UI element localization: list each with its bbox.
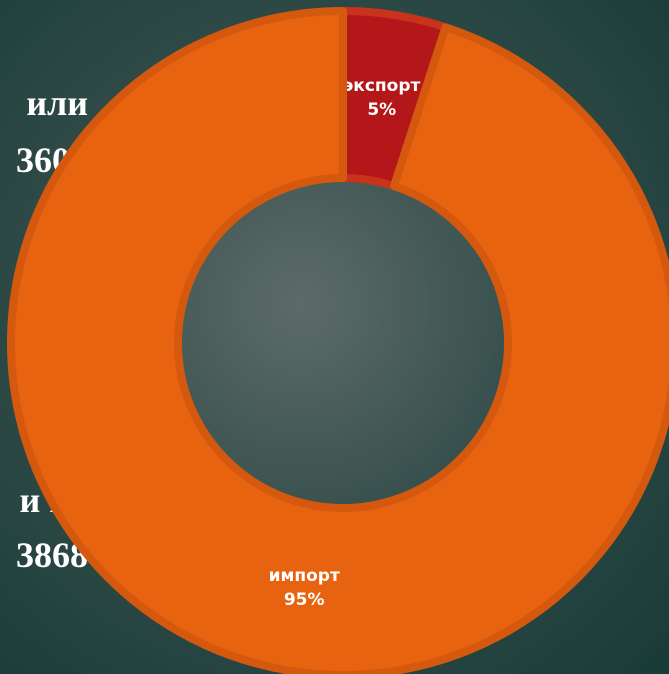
- background-line: или: [26, 83, 88, 123]
- slice-value-label: 95%: [284, 590, 325, 610]
- donut: экспорт 5% импорт 95%: [7, 7, 669, 674]
- slice-value-label: 5%: [367, 100, 396, 120]
- donut-slice: [7, 7, 669, 674]
- slice-category-label: экспорт: [343, 76, 420, 96]
- slice-category-label: импорт: [269, 566, 340, 586]
